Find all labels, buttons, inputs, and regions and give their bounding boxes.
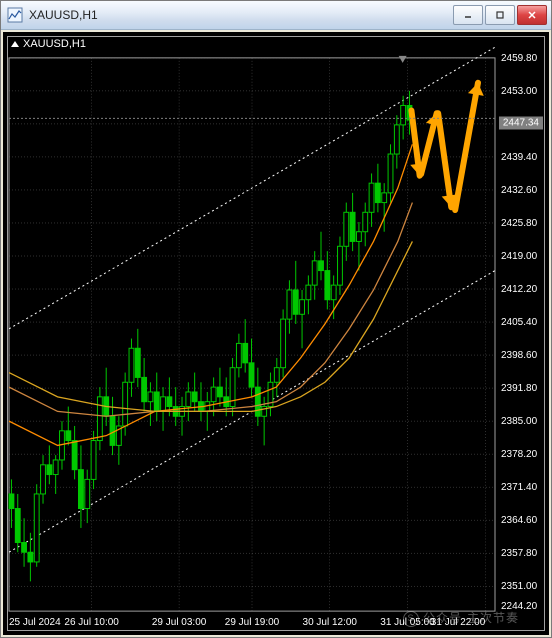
svg-text:2405.40: 2405.40 <box>501 317 538 328</box>
svg-text:30 Jul 12:00: 30 Jul 12:00 <box>303 617 358 628</box>
window-title: XAUUSD,H1 <box>29 8 453 22</box>
svg-text:2351.00: 2351.00 <box>501 581 538 592</box>
svg-text:26 Jul 10:00: 26 Jul 10:00 <box>64 617 119 628</box>
chart-area[interactable]: XAUUSD,H1 2459.802453.002446.202439.4024… <box>3 32 549 635</box>
svg-text:31 Jul 05:00: 31 Jul 05:00 <box>380 617 435 628</box>
svg-text:2412.20: 2412.20 <box>501 284 538 295</box>
minimize-button[interactable] <box>453 5 483 25</box>
svg-text:2371.40: 2371.40 <box>501 482 538 493</box>
svg-text:2244.20: 2244.20 <box>501 601 538 612</box>
price-tag-value: 2447.34 <box>503 117 539 128</box>
app-icon <box>7 7 23 23</box>
svg-text:2425.80: 2425.80 <box>501 218 538 229</box>
chart-title-text: XAUUSD,H1 <box>23 38 86 50</box>
svg-text:29 Jul 19:00: 29 Jul 19:00 <box>225 617 280 628</box>
app-window: XAUUSD,H1 XAUUSD,H1 2459.802453.002446.2… <box>0 0 552 638</box>
svg-text:2432.60: 2432.60 <box>501 185 538 196</box>
svg-text:2357.80: 2357.80 <box>501 548 538 559</box>
svg-text:25 Jul 2024: 25 Jul 2024 <box>9 617 61 628</box>
window-titlebar[interactable]: XAUUSD,H1 <box>1 1 551 30</box>
maximize-button[interactable] <box>485 5 515 25</box>
svg-text:2364.60: 2364.60 <box>501 515 538 526</box>
price-tag: 2447.34 <box>499 116 543 129</box>
svg-text:2385.00: 2385.00 <box>501 416 538 427</box>
svg-text:2398.60: 2398.60 <box>501 350 538 361</box>
close-button[interactable] <box>517 5 547 25</box>
svg-text:2419.00: 2419.00 <box>501 251 538 262</box>
svg-text:2459.80: 2459.80 <box>501 53 538 64</box>
svg-text:2453.00: 2453.00 <box>501 86 538 97</box>
chart-svg: 2459.802453.002446.202439.402432.602425.… <box>3 32 549 635</box>
chart-title-caret-icon <box>11 41 19 47</box>
window-buttons <box>453 5 547 25</box>
svg-text:2391.80: 2391.80 <box>501 383 538 394</box>
svg-text:29 Jul 03:00: 29 Jul 03:00 <box>152 617 207 628</box>
svg-text:31 Jul 22:00: 31 Jul 22:00 <box>431 617 486 628</box>
svg-text:2378.20: 2378.20 <box>501 449 538 460</box>
chart-title-overlay: XAUUSD,H1 <box>11 38 86 50</box>
svg-text:2439.40: 2439.40 <box>501 152 538 163</box>
